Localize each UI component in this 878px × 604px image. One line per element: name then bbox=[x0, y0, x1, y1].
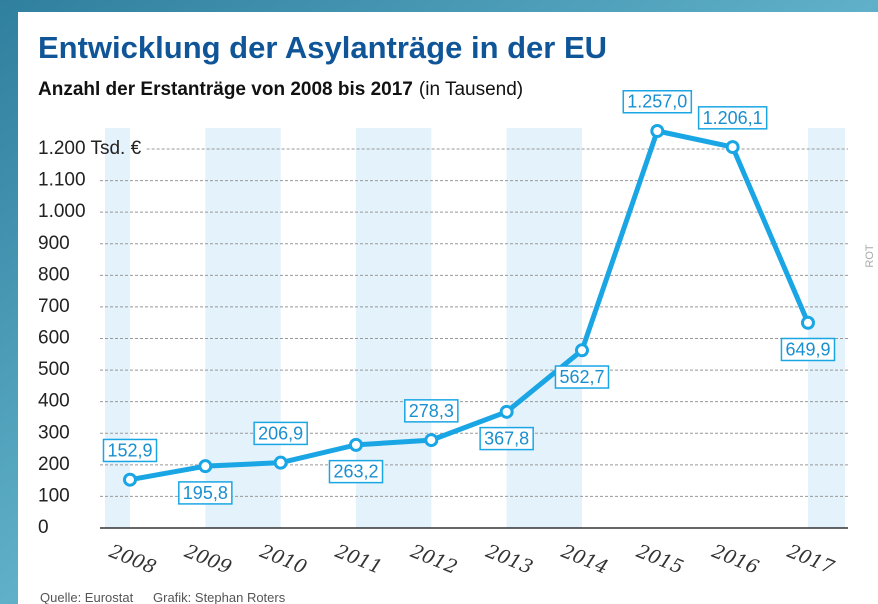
source: Quelle: Eurostat bbox=[40, 590, 134, 604]
value-label-group: 562,7 bbox=[555, 366, 608, 388]
y-tick-label: 1.200 Tsd. € bbox=[38, 138, 142, 159]
value-label: 152,9 bbox=[107, 440, 152, 460]
y-tick-label: 800 bbox=[38, 264, 70, 285]
y-tick-label: 200 bbox=[38, 454, 70, 475]
value-label-group: 152,9 bbox=[103, 439, 156, 461]
shade-band bbox=[808, 128, 845, 528]
credit: Grafik: Stephan Roters bbox=[153, 590, 286, 604]
value-label: 1.257,0 bbox=[627, 92, 687, 112]
y-tick-label: 100 bbox=[38, 485, 70, 506]
y-tick-label: 0 bbox=[38, 517, 49, 538]
value-label-group: 1.257,0 bbox=[623, 91, 691, 113]
y-tick-label: 1.000 bbox=[38, 201, 86, 222]
data-point bbox=[652, 125, 663, 136]
y-tick-label: 500 bbox=[38, 359, 70, 380]
value-label: 367,8 bbox=[484, 429, 529, 449]
shade-band bbox=[507, 128, 582, 528]
panel bbox=[18, 12, 878, 604]
value-label: 263,2 bbox=[333, 462, 378, 482]
value-label: 206,9 bbox=[258, 423, 303, 443]
data-point bbox=[200, 461, 211, 472]
y-tick-label: 900 bbox=[38, 233, 70, 254]
data-point bbox=[576, 345, 587, 356]
value-label: 195,8 bbox=[183, 483, 228, 503]
y-tick-label: 700 bbox=[38, 296, 70, 317]
value-label-group: 263,2 bbox=[329, 461, 382, 483]
y-tick-label: 400 bbox=[38, 391, 70, 412]
chart-title: Entwicklung der Asylanträge in der EU bbox=[38, 30, 607, 65]
value-label-group: 1.206,1 bbox=[699, 107, 767, 129]
data-point bbox=[802, 317, 813, 328]
data-point bbox=[350, 439, 361, 450]
subtitle-note: (in Tausend) bbox=[419, 79, 523, 100]
y-tick-label: 1.100 bbox=[38, 170, 86, 191]
side-note: ROT bbox=[864, 244, 876, 268]
value-label-group: 206,9 bbox=[254, 422, 307, 444]
data-point bbox=[727, 142, 738, 153]
value-label-group: 367,8 bbox=[480, 428, 533, 450]
chart: Entwicklung der Asylanträge in der EU An… bbox=[0, 0, 878, 604]
value-label-group: 195,8 bbox=[179, 482, 232, 504]
data-point bbox=[426, 435, 437, 446]
data-point bbox=[275, 457, 286, 468]
data-point bbox=[501, 406, 512, 417]
data-point bbox=[125, 474, 136, 485]
shade-band bbox=[105, 128, 130, 528]
subtitle-main: Anzahl der Erstanträge von 2008 bis 2017 bbox=[38, 79, 413, 100]
value-label: 278,3 bbox=[409, 401, 454, 421]
value-label-group: 278,3 bbox=[405, 400, 458, 422]
y-tick-label: 600 bbox=[38, 328, 70, 349]
value-label: 649,9 bbox=[785, 339, 830, 359]
value-label: 562,7 bbox=[559, 367, 604, 387]
value-label-group: 649,9 bbox=[781, 338, 834, 360]
value-label: 1.206,1 bbox=[703, 108, 763, 128]
chart-subtitle: Anzahl der Erstanträge von 2008 bis 2017… bbox=[38, 79, 523, 100]
y-tick-label: 300 bbox=[38, 422, 70, 443]
